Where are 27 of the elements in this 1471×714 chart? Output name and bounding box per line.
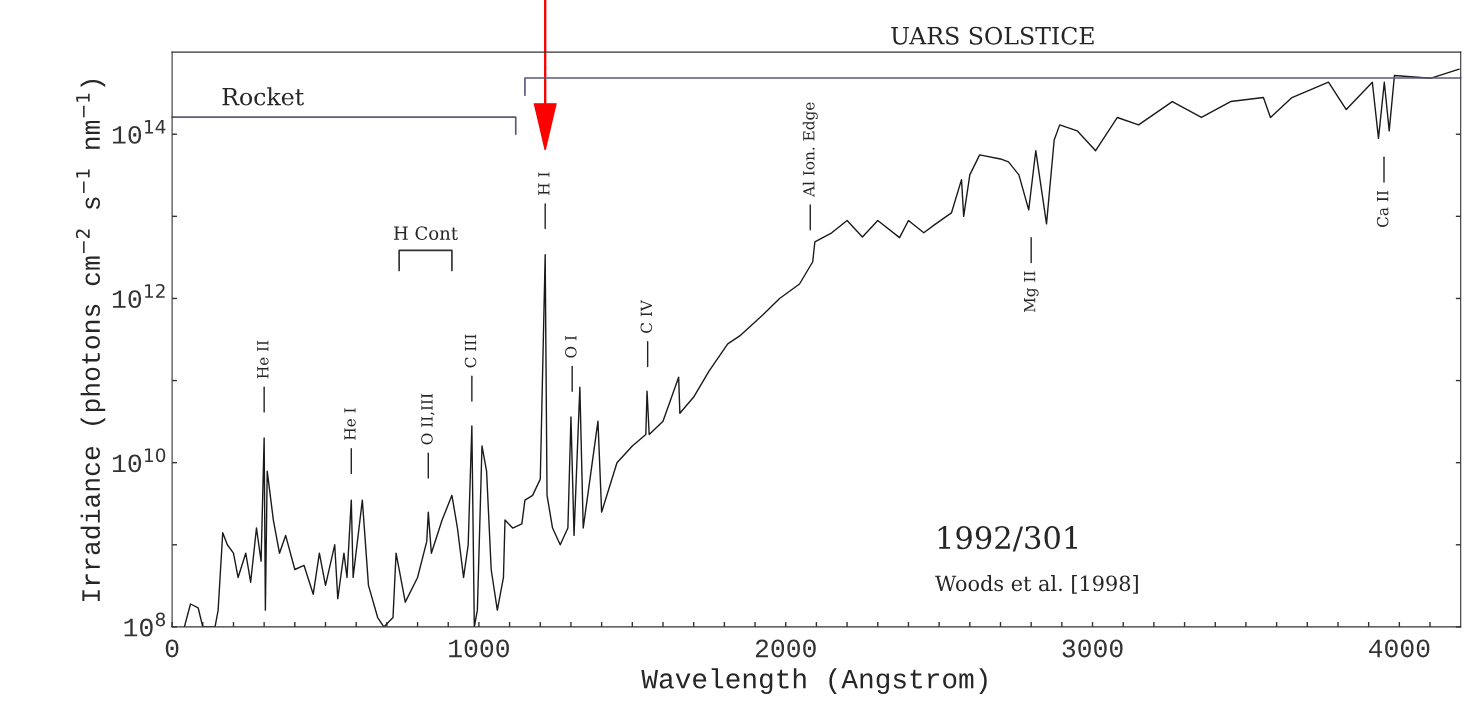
y-axis-title: Irradiance (photons cm$^{−2}$ s$^{−1}$ nm$^{−1}$) <box>75 79 106 601</box>
x-axis-title: Wavelength (Angstrom) <box>641 668 987 695</box>
annotation: O I <box>565 335 577 358</box>
x-tick-label: 2000 <box>755 639 816 658</box>
annotation: C IV <box>640 299 653 333</box>
text: UARS SOLSTICE <box>891 26 1094 45</box>
annotation: 1992/301 <box>938 526 1077 552</box>
annotation: O II,III <box>421 393 435 445</box>
x-tick-label: 4000 <box>1368 639 1430 658</box>
x-tick-label: 0 <box>165 639 179 658</box>
annotation: He II <box>257 340 269 379</box>
annotation: Woods et al. [1998] <box>935 575 1138 594</box>
annotation: H I <box>538 172 550 195</box>
annotation: Rocket <box>222 87 304 106</box>
x-tick-label: 3000 <box>1062 639 1123 658</box>
y-tick-label: 10$^{8}$ <box>124 612 166 637</box>
annotation: Ca II <box>1376 190 1389 227</box>
y-tick-label: 10$^{14}$ <box>112 120 166 144</box>
y-tick-label: 10$^{12}$ <box>112 284 165 309</box>
annotation: H Cont <box>394 226 458 241</box>
annotation: Mg II <box>1024 271 1039 313</box>
x-tick-label: 1000 <box>449 639 509 658</box>
line-series <box>183 68 1460 627</box>
annotation: He I <box>344 408 356 440</box>
y-tick-label: 10$^{10}$ <box>112 448 166 473</box>
annotation: C III <box>464 334 477 368</box>
annotation: Al Ion. Edge <box>802 102 818 198</box>
